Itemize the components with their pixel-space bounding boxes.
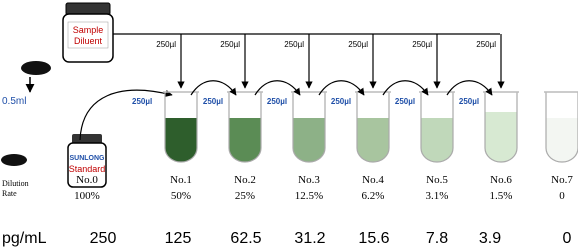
tube-liquid — [485, 112, 517, 162]
tube-name: No.6 — [490, 174, 512, 186]
concentration: 62.5 — [230, 230, 261, 247]
volume-label: 250µl — [412, 40, 432, 49]
tube-rate: 1.5% — [490, 190, 513, 202]
volume-label: 250µl — [284, 40, 304, 49]
tube-name: No.0 — [76, 174, 98, 186]
bottle-label: Sample — [73, 25, 104, 35]
tube-liquid — [293, 118, 325, 162]
bottle-label: Standard — [69, 164, 106, 174]
volume-label: 250µl — [132, 97, 152, 106]
volume-label: 250µl — [348, 40, 368, 49]
cap — [1, 154, 27, 166]
tube-liquid — [546, 118, 578, 162]
rate-label: Dilution — [2, 179, 29, 188]
volume-label: 250µl — [331, 97, 351, 106]
unit: pg/mL — [2, 230, 47, 247]
tube-name: No.7 — [551, 174, 573, 186]
volume-label: 250µl — [267, 97, 287, 106]
tube-rate: 0 — [559, 190, 565, 202]
concentration: 125 — [165, 230, 192, 247]
cap — [21, 61, 51, 75]
tube-name: No.4 — [362, 174, 384, 186]
brand: SUNLONG — [70, 155, 106, 162]
volume-label: 250µl — [203, 97, 223, 106]
tube-liquid — [421, 118, 453, 162]
tube-rate: 3.1% — [426, 190, 449, 202]
concentration: 31.2 — [294, 230, 325, 247]
tube-liquid — [357, 118, 389, 162]
tube-rate: 6.2% — [362, 190, 385, 202]
volume-label: 250µl — [476, 40, 496, 49]
bottle-label: Diluent — [74, 36, 103, 46]
tube-rate: 50% — [171, 190, 191, 202]
diluent-bottle: Sample Diluent — [63, 3, 113, 62]
tube-liquid — [229, 118, 261, 162]
tube-rate: 100% — [74, 190, 100, 202]
concentration: 3.9 — [479, 230, 501, 247]
dilution-diagram: Sample Diluent 0.5ml SUNLONG Standard Di… — [0, 0, 578, 249]
concentration: 0 — [563, 230, 572, 247]
volume-label: 250µl — [459, 97, 479, 106]
tube-rate: 12.5% — [295, 190, 323, 202]
concentration: 15.6 — [358, 230, 389, 247]
volume-label: 250µl — [220, 40, 240, 49]
tube-name: No.5 — [426, 174, 448, 186]
tube-liquid — [165, 118, 197, 162]
volume-label: 250µl — [395, 97, 415, 106]
tube-rate: 25% — [235, 190, 255, 202]
tube-name: No.3 — [298, 174, 320, 186]
volume-label: 0.5ml — [2, 96, 26, 107]
volume-label: 250µl — [156, 40, 176, 49]
concentration: 7.8 — [426, 230, 448, 247]
tube-name: No.1 — [170, 174, 192, 186]
concentration: 250 — [90, 230, 117, 247]
arrow — [80, 90, 172, 140]
rate-label: Rate — [2, 189, 17, 198]
tube-name: No.2 — [234, 174, 256, 186]
